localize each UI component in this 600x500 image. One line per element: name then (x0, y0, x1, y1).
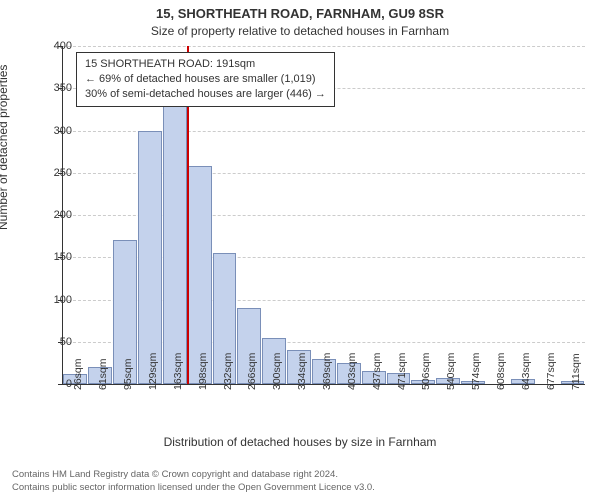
y-tick-label: 250 (36, 167, 72, 179)
footer-line-1: Contains HM Land Registry data © Crown c… (12, 469, 375, 481)
footer-attribution: Contains HM Land Registry data © Crown c… (12, 469, 375, 494)
y-tick-mark (58, 131, 62, 132)
y-tick-label: 300 (36, 125, 72, 137)
histogram-bar (188, 166, 212, 384)
y-tick-mark (58, 257, 62, 258)
chart-title-main: 15, SHORTHEATH ROAD, FARNHAM, GU9 8SR (0, 6, 600, 21)
histogram-bar (163, 101, 187, 384)
y-tick-label: 100 (36, 294, 72, 306)
y-tick-label: 150 (36, 251, 72, 263)
x-axis-label: Distribution of detached houses by size … (0, 435, 600, 449)
info-line-property: 15 SHORTHEATH ROAD: 191sqm (85, 57, 326, 72)
histogram-bar (138, 131, 162, 385)
footer-line-2: Contains public sector information licen… (12, 482, 375, 494)
y-tick-mark (58, 342, 62, 343)
chart-title-sub: Size of property relative to detached ho… (0, 24, 600, 38)
y-tick-mark (58, 215, 62, 216)
y-tick-mark (58, 46, 62, 47)
y-tick-label: 200 (36, 209, 72, 221)
y-tick-label: 0 (36, 378, 72, 390)
y-tick-mark (58, 88, 62, 89)
y-tick-mark (58, 300, 62, 301)
y-tick-mark (58, 384, 62, 385)
y-tick-mark (58, 173, 62, 174)
property-info-box: 15 SHORTHEATH ROAD: 191sqm ← 69% of deta… (76, 52, 335, 107)
y-tick-label: 400 (36, 40, 72, 52)
y-tick-label: 50 (36, 336, 72, 348)
y-axis-label: Number of detached properties (0, 65, 10, 230)
info-line-larger: 30% of semi-detached houses are larger (… (85, 87, 326, 102)
info-line-smaller: ← 69% of detached houses are smaller (1,… (85, 72, 326, 87)
y-tick-label: 350 (36, 82, 72, 94)
gridline (63, 46, 585, 47)
